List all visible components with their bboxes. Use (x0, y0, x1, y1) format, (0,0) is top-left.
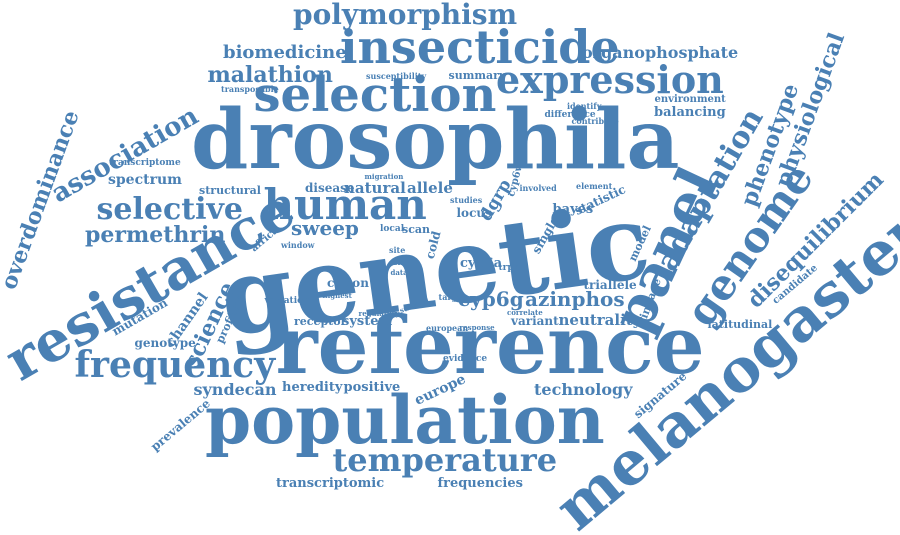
word-system: system (342, 313, 393, 329)
word-site: site (389, 245, 406, 255)
word-difference: difference (544, 109, 596, 120)
word-selection: selection (253, 67, 497, 123)
word-natural: natural (344, 178, 406, 197)
word-receptor: receptor (294, 314, 347, 328)
word-disease: disease (305, 181, 355, 195)
word-structural: structural (199, 183, 261, 197)
word-polymorphism: polymorphism (293, 0, 518, 31)
word-selective: selective (96, 192, 244, 227)
word-transcriptome: transcriptome (109, 157, 181, 168)
word-cyp6g: cyp6g (458, 287, 524, 311)
word-organophosphate: organophosphate (582, 43, 739, 62)
word-biomedicine: biomedicine (223, 42, 347, 63)
word-allele: allele (407, 178, 453, 197)
word-transposable: transposable (221, 84, 279, 94)
word-identify: identify (567, 101, 602, 111)
word-heredity: heredity (282, 379, 343, 395)
word-malathion: malathion (207, 62, 333, 88)
word-susceptibility: susceptibility (366, 71, 427, 81)
word-insecticide: insecticide (340, 20, 620, 74)
word-bayes: bayes (552, 201, 594, 217)
word-triallele: triallele (583, 278, 637, 292)
word-technology: technology (534, 380, 633, 399)
word-expression: expression (496, 57, 724, 102)
word-cyp6a: cyp6a (460, 255, 503, 271)
word-asia: asia (389, 257, 405, 267)
word-frequency: frequency (74, 344, 276, 386)
word-studies: studies (450, 195, 483, 205)
word-data: data (390, 267, 408, 277)
word-drosophila: drosophila (191, 92, 680, 188)
word-permethrin: permethrin (85, 222, 226, 248)
word-window: window (281, 240, 315, 250)
word-latitudinal: latitudinal (707, 317, 773, 331)
word-environment: environment (654, 94, 726, 105)
word-population: population (205, 381, 605, 459)
word-evidence: evidence (443, 353, 488, 364)
word-human: human (263, 180, 427, 229)
word-frequencies: frequencies (437, 475, 523, 491)
word-balancing: balancing (654, 104, 726, 120)
word-target: target (438, 292, 466, 302)
word-local: local (380, 223, 405, 234)
word-involved: involved (519, 183, 557, 193)
word-locus: locus (456, 206, 492, 220)
word-spectrum: spectrum (108, 172, 182, 188)
word-scan: scan (402, 222, 431, 236)
word-element: element (576, 181, 613, 191)
word-sweep: sweep (291, 216, 359, 240)
word-highest: highest (322, 290, 352, 300)
word-variation: variation (264, 295, 310, 306)
word-summary: summary (448, 68, 506, 82)
word-contribute: contribute (571, 116, 619, 126)
word-syndecan: syndecan (193, 380, 277, 399)
word-migration: migration (364, 171, 404, 181)
word-positive: positive (343, 379, 401, 395)
word-neutrality: neutrality (558, 310, 642, 329)
word-trpm: trpm (498, 262, 524, 273)
word-transcriptomic: transcriptomic (276, 475, 385, 491)
word-reference: reference (275, 298, 705, 392)
word-correlate: correlate (507, 307, 543, 317)
word-response: response (459, 322, 495, 332)
word-regulatory: regulatory (358, 308, 400, 318)
word-genotype: genotype (134, 336, 196, 350)
word-european: european (426, 323, 469, 333)
word-azinphos: azinphos (525, 287, 625, 311)
word-cation: cation (327, 276, 369, 290)
word-variant: variant (511, 314, 559, 328)
word-prevalence: prevalence (147, 396, 213, 454)
word-temperature: temperature (332, 441, 558, 479)
